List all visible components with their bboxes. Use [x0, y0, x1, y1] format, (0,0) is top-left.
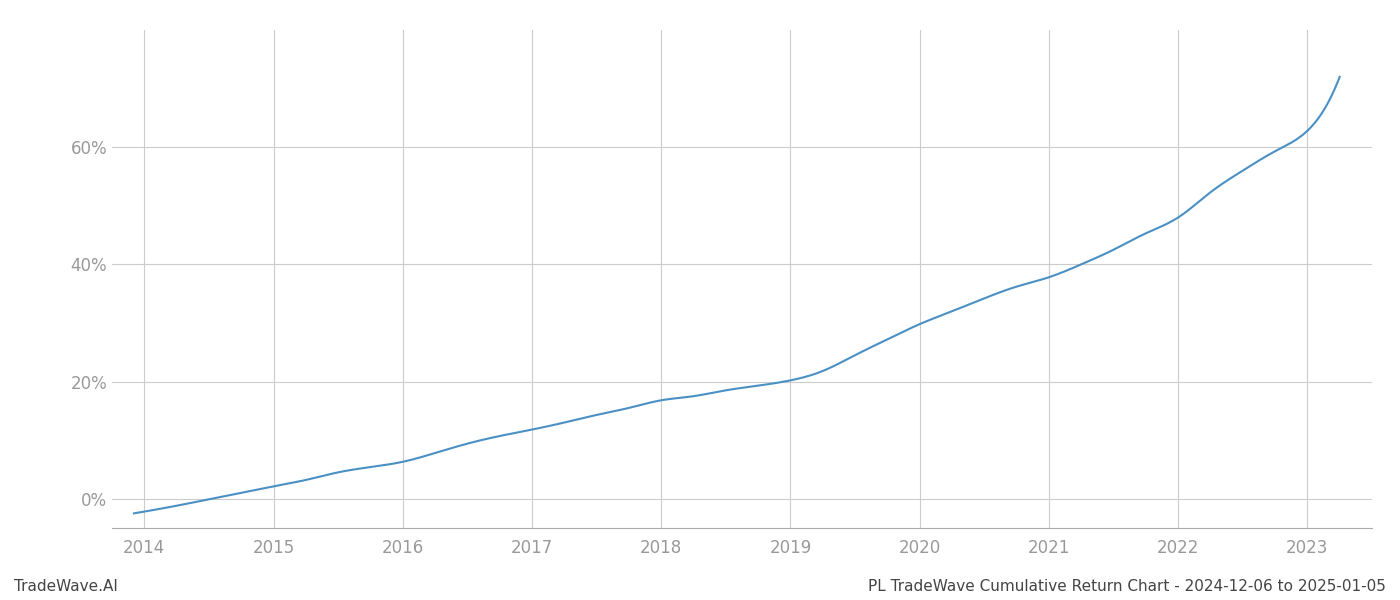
Text: TradeWave.AI: TradeWave.AI: [14, 579, 118, 594]
Text: PL TradeWave Cumulative Return Chart - 2024-12-06 to 2025-01-05: PL TradeWave Cumulative Return Chart - 2…: [868, 579, 1386, 594]
